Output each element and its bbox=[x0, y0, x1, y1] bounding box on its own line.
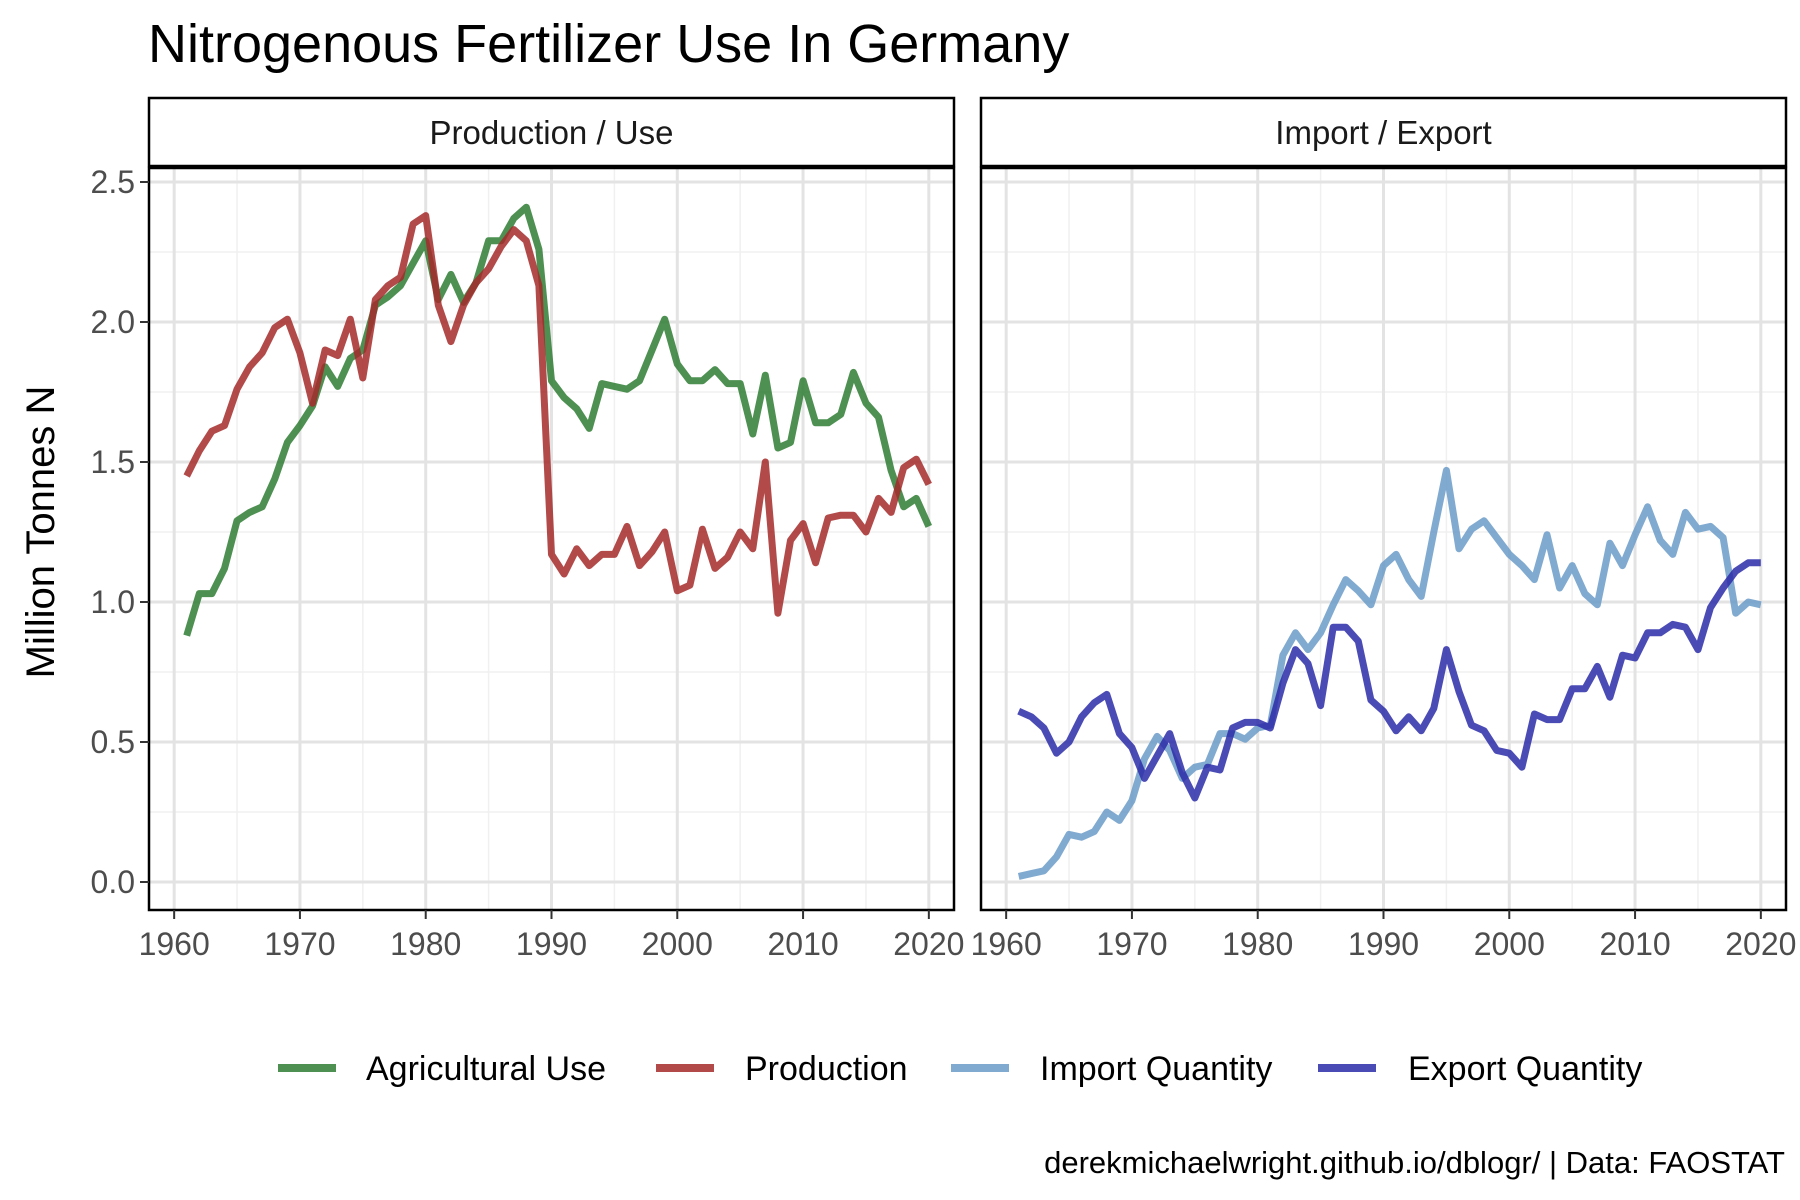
x-tick-label: 1970 bbox=[264, 926, 335, 962]
x-tick-label: 1980 bbox=[1222, 926, 1293, 962]
legend-label-import-quantity: Import Quantity bbox=[1040, 1050, 1272, 1088]
x-tick-label: 1990 bbox=[1348, 926, 1419, 962]
panels-layer: Production / Use 1960 1970 1980 1990 2000 2010… bbox=[91, 96, 1796, 962]
x-axis: 1960 1970 1980 1990 2000 2010 2020 bbox=[971, 910, 1796, 962]
chart-caption: derekmichaelwright.github.io/dblogr/ | D… bbox=[1044, 1145, 1785, 1180]
x-tick-label: 2020 bbox=[1725, 926, 1796, 962]
panel-strip-label: Import / Export bbox=[1275, 114, 1491, 151]
series-line-export-quantity bbox=[1017, 559, 1761, 802]
x-tick-label: 1970 bbox=[1096, 926, 1167, 962]
y-tick-label: 0.5 bbox=[91, 724, 135, 760]
x-tick-label: 1960 bbox=[139, 926, 210, 962]
y-tick-label: 1.0 bbox=[91, 584, 135, 620]
legend-label-agricultural-use: Agricultural Use bbox=[366, 1050, 606, 1088]
panel-strip bbox=[979, 96, 1788, 168]
x-tick-label: 2010 bbox=[767, 926, 838, 962]
legend-label-production: Production bbox=[745, 1050, 908, 1088]
y-axis-title: Million Tonnes N bbox=[19, 386, 63, 679]
legend-label-export-quantity: Export Quantity bbox=[1408, 1050, 1642, 1088]
legend: Agricultural Use Production Import Quantit… bbox=[278, 1050, 1642, 1088]
y-tick-label: 0.0 bbox=[91, 864, 135, 900]
chart-title: Nitrogenous Fertilizer Use In Germany bbox=[148, 14, 1069, 74]
x-tick-label: 2020 bbox=[893, 926, 964, 962]
y-tick-label: 2.5 bbox=[91, 164, 135, 200]
x-tick-label: 1980 bbox=[390, 926, 461, 962]
panel-1: Production / Use 1960 1970 1980 1990 2000 2010… bbox=[91, 96, 964, 962]
series-line-agricultural-use bbox=[183, 203, 932, 637]
y-axis: 0.0 0.5 1.0 1.5 2.0 2.5 bbox=[91, 164, 149, 900]
y-tick-label: 1.5 bbox=[91, 444, 135, 480]
panel-strip bbox=[147, 96, 956, 168]
panel-2: Import / Export 1960 1970 1980 1990 2000 2010 2… bbox=[971, 96, 1796, 962]
x-tick-label: 2010 bbox=[1599, 926, 1670, 962]
x-axis: 1960 1970 1980 1990 2000 2010 2020 bbox=[139, 910, 964, 962]
x-tick-label: 1960 bbox=[971, 926, 1042, 962]
y-tick-label: 2.0 bbox=[91, 304, 135, 340]
x-tick-label: 2000 bbox=[1474, 926, 1545, 962]
panel-strip-label: Production / Use bbox=[430, 114, 674, 151]
gridlines bbox=[981, 168, 1786, 910]
x-tick-label: 1990 bbox=[516, 926, 587, 962]
x-tick-label: 2000 bbox=[642, 926, 713, 962]
series-line-production bbox=[183, 212, 932, 617]
